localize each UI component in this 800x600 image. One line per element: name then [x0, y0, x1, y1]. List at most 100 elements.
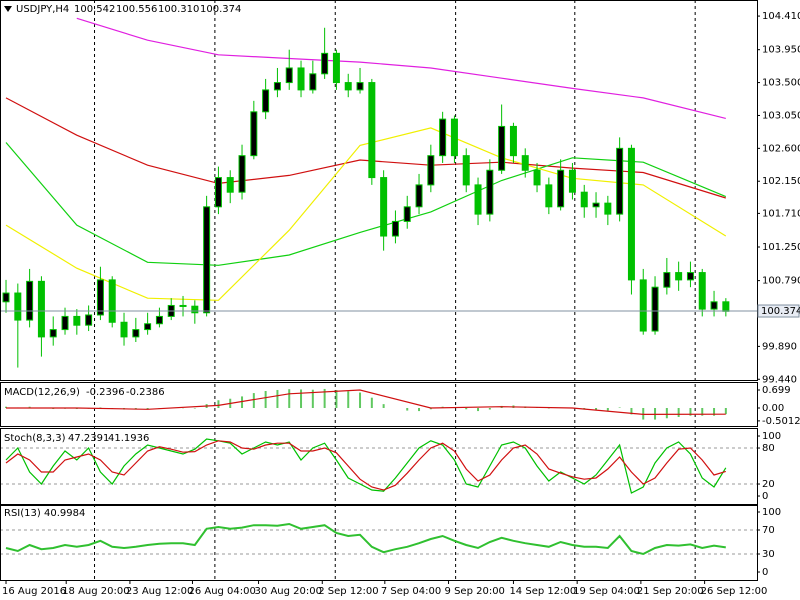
- y-tick-label: 103.050: [762, 110, 800, 121]
- x-tick-label: 23 Aug 12:00: [126, 586, 193, 597]
- y-tick-label: 101.710: [762, 208, 800, 219]
- candle-body: [427, 155, 435, 186]
- y-tick-label: -0.5012: [762, 416, 800, 427]
- y-tick-label: 20: [762, 479, 775, 490]
- y-tick-label: 100.790: [762, 276, 800, 287]
- candle-body: [403, 206, 411, 222]
- candle-body: [439, 118, 447, 157]
- candle-body: [179, 304, 187, 307]
- moving-average-line: [5, 97, 726, 199]
- marks-layer: [0, 17, 757, 556]
- candle-body: [580, 191, 588, 208]
- y-tick-label: 101.250: [762, 242, 800, 253]
- candle-body: [616, 147, 624, 215]
- x-tick-label: 2 Sep 12:00: [318, 586, 378, 597]
- candle-body: [49, 329, 57, 338]
- y-tick-label: 102.600: [762, 143, 800, 154]
- candle-body: [297, 67, 305, 91]
- candle-body: [533, 169, 541, 186]
- price-panel-frame: [0, 0, 758, 381]
- candle-body: [462, 155, 470, 186]
- y-tick-label: 0: [762, 567, 768, 578]
- candle-body: [2, 292, 10, 303]
- y-tick-label: 0.00: [762, 403, 784, 414]
- moving-average-line: [76, 17, 726, 119]
- header-value: 100.556: [116, 4, 157, 15]
- y-tick-label: 30: [762, 549, 775, 560]
- y-tick-label: 99.440: [762, 374, 797, 385]
- rsi-line: [5, 522, 726, 556]
- y-tick-label: 0.699: [762, 385, 791, 396]
- candle-body: [332, 52, 340, 84]
- y-tick-label: 99.890: [762, 341, 797, 352]
- candle-body: [321, 52, 329, 75]
- candle-body: [155, 315, 163, 325]
- stoch-line: [5, 438, 727, 494]
- header-value: -0.2386: [126, 387, 165, 398]
- candle-body: [132, 329, 140, 338]
- candle-body: [521, 155, 529, 171]
- candle-body: [592, 202, 600, 208]
- candle-body: [356, 82, 364, 91]
- x-tick-label: 7 Sep 04:00: [381, 586, 441, 597]
- candle-body: [568, 169, 576, 193]
- candle-body: [262, 89, 270, 113]
- stoch-panel-frame: [0, 428, 758, 505]
- candle-body: [545, 184, 553, 208]
- y-tick-label: 103.500: [762, 78, 800, 89]
- x-tick-label: 9 Sep 20:00: [445, 586, 505, 597]
- current-price-box: [757, 304, 800, 318]
- candle-body: [604, 202, 612, 215]
- header-value: -0.2396: [86, 387, 125, 398]
- candle-body: [214, 177, 222, 208]
- candle-body: [144, 323, 152, 331]
- candle-body: [686, 272, 694, 281]
- candle-body: [663, 272, 671, 288]
- candle-body: [344, 82, 352, 91]
- candle-body: [391, 220, 399, 237]
- candle-body: [285, 67, 293, 84]
- candle-body: [627, 147, 635, 281]
- candle-body: [14, 292, 22, 321]
- candle-body: [486, 169, 494, 215]
- candle-body: [710, 301, 718, 310]
- x-tick-label: 26 Aug 04:00: [188, 586, 255, 597]
- grid-layer: [0, 0, 760, 584]
- candle-body: [226, 177, 234, 193]
- panel-title: MACD(12,26,9): [4, 387, 80, 398]
- candle-body: [96, 279, 104, 316]
- candle-body: [698, 272, 706, 310]
- candle-body: [415, 184, 423, 208]
- rsi-panel-frame: [0, 505, 758, 581]
- x-tick-label: 18 Aug 20:00: [62, 586, 129, 597]
- candle-body: [309, 73, 317, 91]
- y-tick-label: 104.410: [762, 11, 800, 22]
- candle-body: [273, 82, 281, 91]
- candle-body: [26, 280, 34, 321]
- symbol-menu-icon[interactable]: [4, 6, 12, 12]
- header-value: 41.1936: [108, 433, 149, 444]
- y-tick-label: 0: [762, 491, 768, 502]
- candle-body: [250, 111, 258, 157]
- candle-body: [238, 155, 246, 193]
- macd-signal-line: [6, 389, 726, 416]
- candle-body: [203, 206, 211, 314]
- y-tick-label: 70: [762, 525, 775, 536]
- labels-layer: 104.410 103.950 103.500 103.050 102.600 102.1…: [2, 4, 800, 597]
- candle-body: [651, 286, 659, 332]
- panel-title: RSI(13): [4, 508, 41, 519]
- stoch-line: [5, 440, 726, 491]
- candle-body: [380, 177, 388, 237]
- y-tick-label: 80: [762, 443, 775, 454]
- candle-body: [498, 125, 506, 171]
- y-tick-label: 100: [762, 507, 781, 518]
- candle-body: [191, 305, 199, 314]
- candle-body: [37, 280, 45, 338]
- candle-body: [639, 279, 647, 332]
- header-value: 40.9984: [44, 508, 85, 519]
- header-value: 100.374: [200, 4, 241, 15]
- candle-body: [557, 169, 565, 208]
- x-tick-label: 19 Sep 04:00: [573, 586, 640, 597]
